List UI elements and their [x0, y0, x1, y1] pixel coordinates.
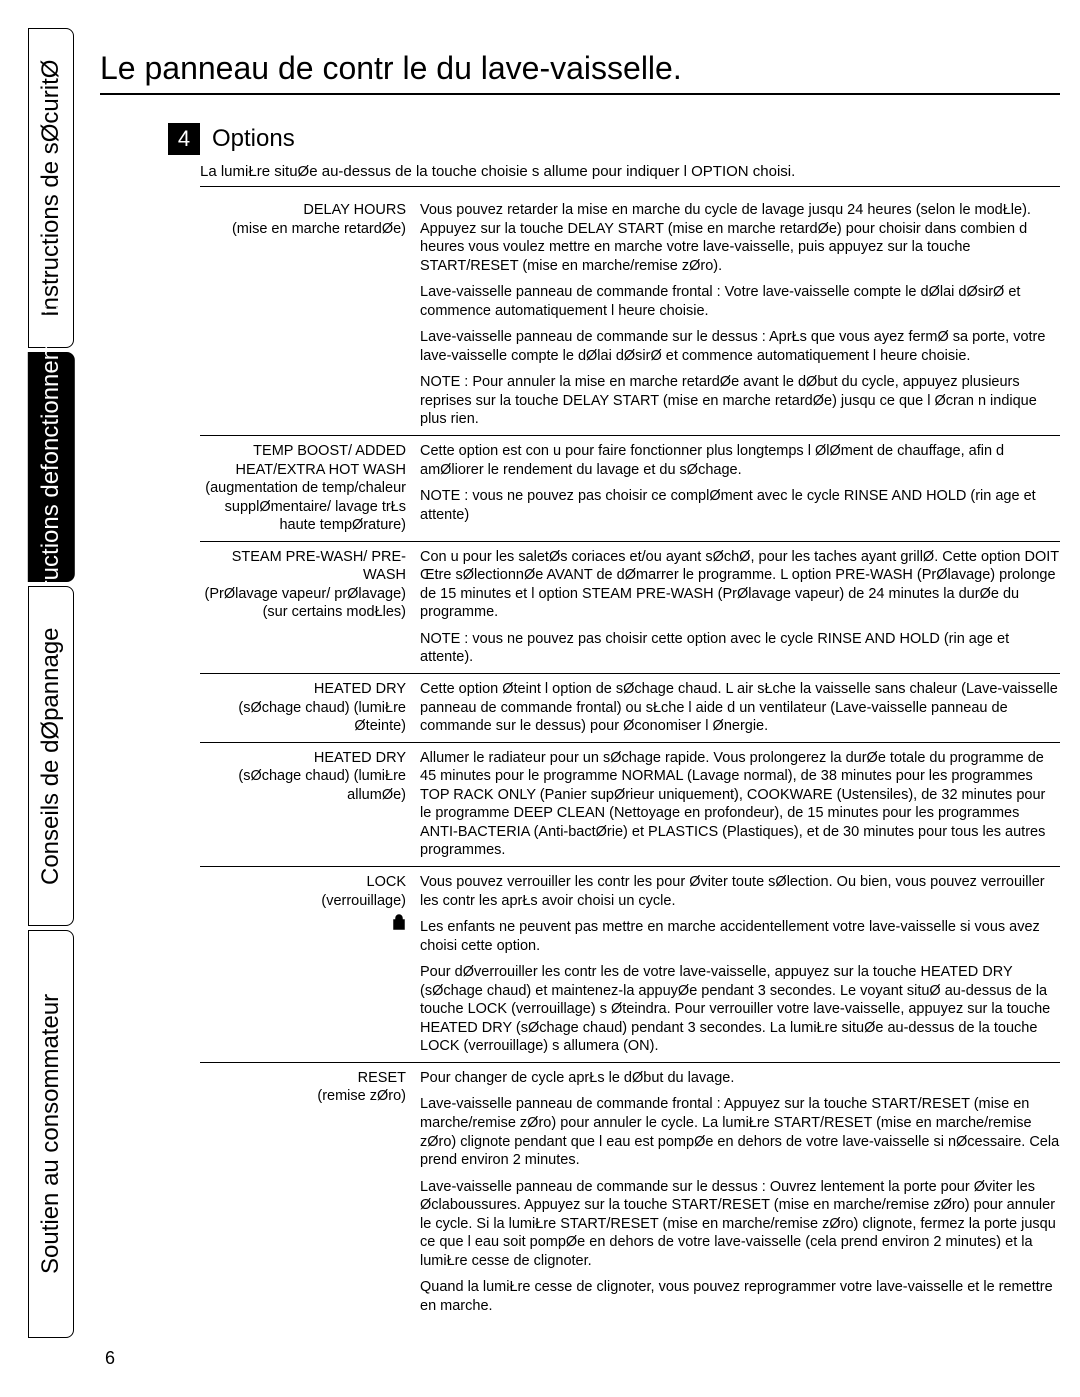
lock-icon: [392, 914, 406, 930]
dryoff-label-sub: (sØchage chaud) (lumiŁre Øteinte): [200, 699, 406, 736]
dryon-label-main: HEATED DRY: [200, 749, 406, 768]
option-heateddry-on-body: Allumer le radiateur pour un sØchage rap…: [420, 749, 1060, 860]
option-heateddry-on-label: HEATED DRY (sØchage chaud) (lumiŁre allu…: [200, 749, 420, 860]
lock-p1: Vous pouvez verrouiller les contr les po…: [420, 873, 1060, 910]
dryoff-p1: Cette option Øteint l option de sØchage …: [420, 680, 1060, 736]
page-number: 6: [105, 1348, 115, 1369]
steam-p2: NOTE : vous ne pouvez pas choisir cette …: [420, 630, 1060, 667]
reset-label-sub: (remise zØro): [200, 1087, 406, 1106]
lock-p3: Pour dØverrouiller les contr les de votr…: [420, 963, 1060, 1056]
option-steam: STEAM PRE-WASH/ PRE-WASH (PrØlavage vape…: [200, 542, 1060, 674]
option-delay-label: DELAY HOURS (mise en marche retardØe): [200, 201, 420, 429]
option-reset: RESET (remise zØro) Pour changer de cycl…: [200, 1063, 1060, 1322]
steam-label-sub: (PrØlavage vapeur/ prØlavage) (sur certa…: [200, 585, 406, 622]
lock-p2: Les enfants ne peuvent pas mettre en mar…: [420, 918, 1060, 955]
dryoff-label-main: HEATED DRY: [200, 680, 406, 699]
reset-p2: Lave-vaisselle panneau de commande front…: [420, 1095, 1060, 1169]
option-heateddry-off: HEATED DRY (sØchage chaud) (lumiŁre Øtei…: [200, 674, 1060, 743]
option-reset-label: RESET (remise zØro): [200, 1069, 420, 1316]
tab-troubleshoot[interactable]: Conseils de dØpannage: [28, 586, 74, 926]
delay-label-main: DELAY HOURS: [200, 201, 406, 220]
option-reset-body: Pour changer de cycle aprŁs le dØbut du …: [420, 1069, 1060, 1316]
temp-p1: Cette option est con u pour faire foncti…: [420, 442, 1060, 479]
tab-safety[interactable]: Instructions de sØcuritØ: [28, 28, 74, 348]
delay-p3: Lave-vaisselle panneau de commande sur l…: [420, 328, 1060, 365]
reset-p3: Lave-vaisselle panneau de commande sur l…: [420, 1178, 1060, 1271]
temp-label-sub: (augmentation de temp/chaleur supplØment…: [200, 479, 406, 535]
option-heateddry-on: HEATED DRY (sØchage chaud) (lumiŁre allu…: [200, 743, 1060, 867]
step-intro: La lumiŁre situØe au-dessus de la touche…: [200, 163, 1060, 187]
option-tempboost-label: TEMP BOOST/ ADDED HEAT/EXTRA HOT WASH (a…: [200, 442, 420, 535]
step-label: Options: [212, 125, 295, 153]
tab-operating[interactable]: Instructions de fonctionnement: [28, 352, 75, 582]
side-tabs: Instructions de sØcuritØ Instructions de…: [28, 28, 76, 1368]
dryon-p1: Allumer le radiateur pour un sØchage rap…: [420, 749, 1060, 860]
page-title: Le panneau de contr le du lave-vaisselle…: [100, 50, 1060, 95]
tab-support[interactable]: Soutien au consommateur: [28, 930, 74, 1338]
option-heateddry-off-body: Cette option Øteint l option de sØchage …: [420, 680, 1060, 736]
option-lock-body: Vous pouvez verrouiller les contr les po…: [420, 873, 1060, 1056]
option-lock-label: LOCK (verrouillage): [200, 873, 420, 1056]
step-number: 4: [168, 123, 200, 155]
temp-label-main: TEMP BOOST/ ADDED HEAT/EXTRA HOT WASH: [200, 442, 406, 479]
option-delay-body: Vous pouvez retarder la mise en marche d…: [420, 201, 1060, 429]
reset-p4: Quand la lumiŁre cesse de clignoter, vou…: [420, 1278, 1060, 1315]
option-tempboost: TEMP BOOST/ ADDED HEAT/EXTRA HOT WASH (a…: [200, 436, 1060, 542]
option-steam-body: Con u pour les saletØs coriaces et/ou ay…: [420, 548, 1060, 667]
steam-p1: Con u pour les saletØs coriaces et/ou ay…: [420, 548, 1060, 622]
option-heateddry-off-label: HEATED DRY (sØchage chaud) (lumiŁre Øtei…: [200, 680, 420, 736]
lock-label-main: LOCK: [200, 873, 406, 892]
option-steam-label: STEAM PRE-WASH/ PRE-WASH (PrØlavage vape…: [200, 548, 420, 667]
delay-label-sub: (mise en marche retardØe): [200, 220, 406, 239]
reset-p1: Pour changer de cycle aprŁs le dØbut du …: [420, 1069, 1060, 1088]
option-delay: DELAY HOURS (mise en marche retardØe) Vo…: [200, 195, 1060, 436]
option-lock: LOCK (verrouillage) Vous pouvez verrouil…: [200, 867, 1060, 1063]
delay-p2: Lave-vaisselle panneau de commande front…: [420, 283, 1060, 320]
tab-operating-line2: fonctionnement: [37, 307, 66, 471]
reset-label-main: RESET: [200, 1069, 406, 1088]
delay-p4: NOTE : Pour annuler la mise en marche re…: [420, 373, 1060, 429]
delay-p1: Vous pouvez retarder la mise en marche d…: [420, 201, 1060, 275]
option-tempboost-body: Cette option est con u pour faire foncti…: [420, 442, 1060, 535]
main-content: Le panneau de contr le du lave-vaisselle…: [100, 50, 1060, 1321]
options-table: DELAY HOURS (mise en marche retardØe) Vo…: [200, 195, 1060, 1321]
temp-p2: NOTE : vous ne pouvez pas choisir ce com…: [420, 487, 1060, 524]
step-header: 4 Options: [168, 123, 1060, 155]
lock-label-sub: (verrouillage): [200, 892, 406, 911]
dryon-label-sub: (sØchage chaud) (lumiŁre allumØe): [200, 767, 406, 804]
steam-label-main: STEAM PRE-WASH/ PRE-WASH: [200, 548, 406, 585]
